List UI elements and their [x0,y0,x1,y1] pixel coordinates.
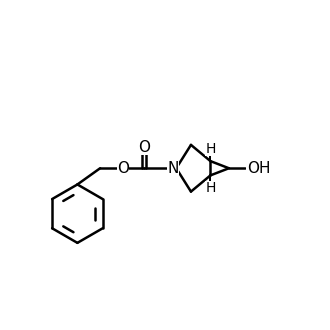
Text: H: H [205,142,215,156]
Text: O: O [138,140,150,155]
Text: H: H [205,181,215,195]
Text: N: N [167,161,179,176]
Text: OH: OH [247,161,270,176]
Text: O: O [117,161,129,176]
